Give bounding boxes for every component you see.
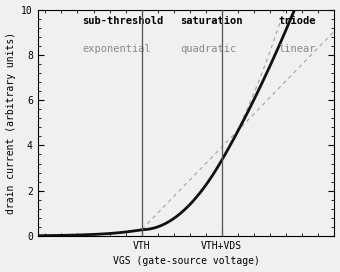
Text: sub-threshold: sub-threshold — [82, 16, 164, 26]
Text: exponential: exponential — [82, 44, 151, 54]
Y-axis label: drain current (arbitrary units): drain current (arbitrary units) — [5, 32, 16, 214]
Text: quadratic: quadratic — [180, 44, 236, 54]
Text: triode: triode — [278, 16, 316, 26]
X-axis label: VGS (gate-source voltage): VGS (gate-source voltage) — [113, 256, 259, 267]
Text: linear: linear — [278, 44, 316, 54]
Text: saturation: saturation — [180, 16, 243, 26]
